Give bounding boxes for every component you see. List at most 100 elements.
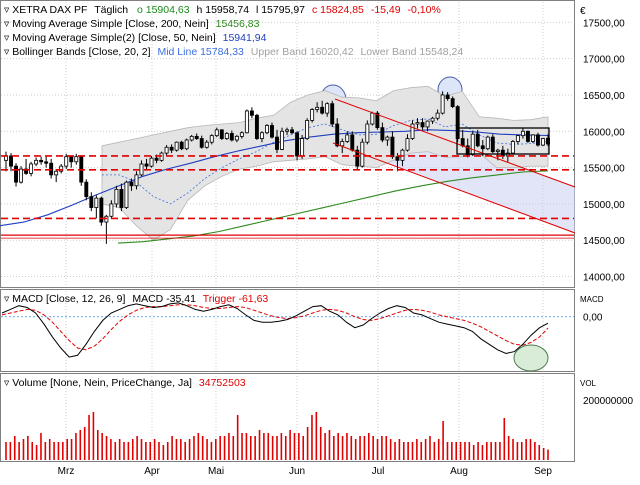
grid-lines — [1, 2, 574, 460]
candle-body — [415, 122, 420, 125]
candle-body — [435, 112, 440, 119]
close-value: c 15824,85 — [312, 4, 364, 16]
channel-lower-line — [332, 142, 576, 234]
candle-body — [194, 135, 199, 139]
price-tick-label: 17500,00 — [583, 18, 625, 29]
candle-body — [395, 156, 400, 161]
candle-body — [74, 156, 79, 163]
candle-body — [239, 132, 244, 137]
volume-value: 34752503 — [199, 377, 246, 389]
macd-value: MACD -35,41 — [132, 293, 196, 305]
sma50-label: Moving Average Simple(2) [Close, 50, Nei… — [12, 32, 216, 44]
macd-tick-label: 0,00 — [583, 313, 603, 324]
price-tick-label: 16000,00 — [583, 127, 625, 138]
candle-body — [134, 174, 139, 187]
macd-legend: ▿ MACD [Close, 12, 26, 9] MACD -35,41 Tr… — [4, 293, 268, 305]
candle-body — [390, 136, 395, 158]
candle-body — [54, 170, 59, 176]
price-panel-frame — [0, 0, 575, 288]
bollinger-lower: Lower Band 15548,24 — [360, 46, 463, 58]
candle-body — [129, 181, 134, 187]
candle-body — [9, 155, 13, 167]
candle-body — [495, 149, 500, 153]
candle-body — [69, 156, 74, 163]
candle-body — [536, 134, 540, 146]
candle-body — [164, 146, 169, 154]
candle-body — [330, 103, 335, 125]
candle-body — [475, 133, 480, 147]
candle-body — [154, 157, 159, 161]
price-tick-label: 16500,00 — [583, 91, 625, 102]
bollinger-upper: Upper Band 16020,42 — [251, 46, 354, 58]
candle-body — [365, 123, 370, 143]
macd-trigger-line — [1, 304, 549, 351]
collapse-chevron-icon: ▿ — [4, 18, 10, 30]
collapse-chevron-icon: ▿ — [4, 293, 10, 305]
candle-body — [305, 119, 310, 139]
channel-upper-line — [334, 98, 576, 188]
volume-panel-frame — [0, 373, 575, 462]
collapse-chevron-icon: ▿ — [4, 4, 10, 16]
volume-tick-label: 200000000 — [583, 396, 633, 407]
candle-body — [375, 112, 380, 129]
month-tick-label: Aug — [450, 466, 468, 477]
candle-body — [370, 112, 375, 125]
candle-body — [345, 134, 350, 142]
open-value: o 15904,63 — [137, 4, 190, 16]
low-value: l 15795,97 — [256, 4, 305, 16]
volume-legend: ▿ Volume [None, Nein, PriceChange, Ja] 3… — [4, 377, 246, 389]
candle-body — [169, 146, 174, 151]
candle-body — [455, 106, 460, 139]
candle-body — [29, 163, 34, 174]
candle-body — [525, 130, 530, 142]
high-value: h 15958,74 — [196, 4, 249, 16]
candle-body — [14, 165, 18, 183]
candle-body — [530, 134, 535, 142]
macd-plot — [1, 302, 574, 372]
month-tick-label: Mai — [208, 466, 224, 477]
candle-body — [445, 94, 450, 100]
candle-body — [174, 141, 179, 151]
annotations-foreground — [1, 98, 576, 239]
consolidation-box — [456, 127, 550, 155]
candle-body — [340, 141, 345, 147]
candle-body — [275, 136, 279, 150]
candle-body — [189, 135, 194, 141]
collapse-chevron-icon: ▿ — [4, 32, 10, 44]
candle-body — [209, 135, 214, 143]
panel-frames — [0, 0, 575, 462]
candle-body — [64, 156, 69, 167]
sma50-value: 15941,94 — [223, 32, 267, 44]
volume-settings: Volume [None, Nein, PriceChange, Ja] — [12, 377, 192, 389]
price-tick-label: 14000,00 — [583, 273, 625, 284]
candle-body — [259, 132, 264, 139]
candle-body — [149, 157, 154, 167]
sma200-value: 15456,83 — [216, 18, 260, 30]
candle-body — [249, 110, 254, 116]
candle-body — [219, 129, 224, 139]
collapse-chevron-icon: ▿ — [4, 377, 10, 389]
candle-body — [410, 123, 415, 139]
candle-body — [470, 133, 475, 155]
candle-body — [420, 122, 425, 128]
volume-bars — [5, 412, 549, 460]
change-value: -15,49 — [371, 4, 401, 16]
month-tick-label: Mrz — [58, 466, 75, 477]
candle-body — [224, 133, 229, 139]
candle-body — [295, 132, 300, 157]
candle-body — [350, 134, 355, 151]
candle-body — [179, 141, 184, 150]
candle-body — [430, 117, 435, 122]
candle-body — [184, 139, 189, 150]
price-legend: ▿ XETRA DAX PF Täglich o 15904,63 h 1595… — [4, 4, 463, 58]
candle-body — [44, 161, 49, 164]
macd-crossover-circle — [513, 344, 549, 372]
legend-row-bollinger: ▿ Bollinger Bands [Close, 20, 2] Mid Lin… — [4, 46, 463, 58]
month-tick-label: Sep — [534, 466, 552, 477]
currency-symbol: € — [580, 6, 586, 17]
month-tick-label: Jul — [372, 466, 385, 477]
candle-body — [144, 163, 149, 167]
candle-body — [510, 141, 515, 154]
y-axis-labels: 17500,00 17000,00 16500,00 16000,00 15500,00… — [583, 18, 633, 407]
